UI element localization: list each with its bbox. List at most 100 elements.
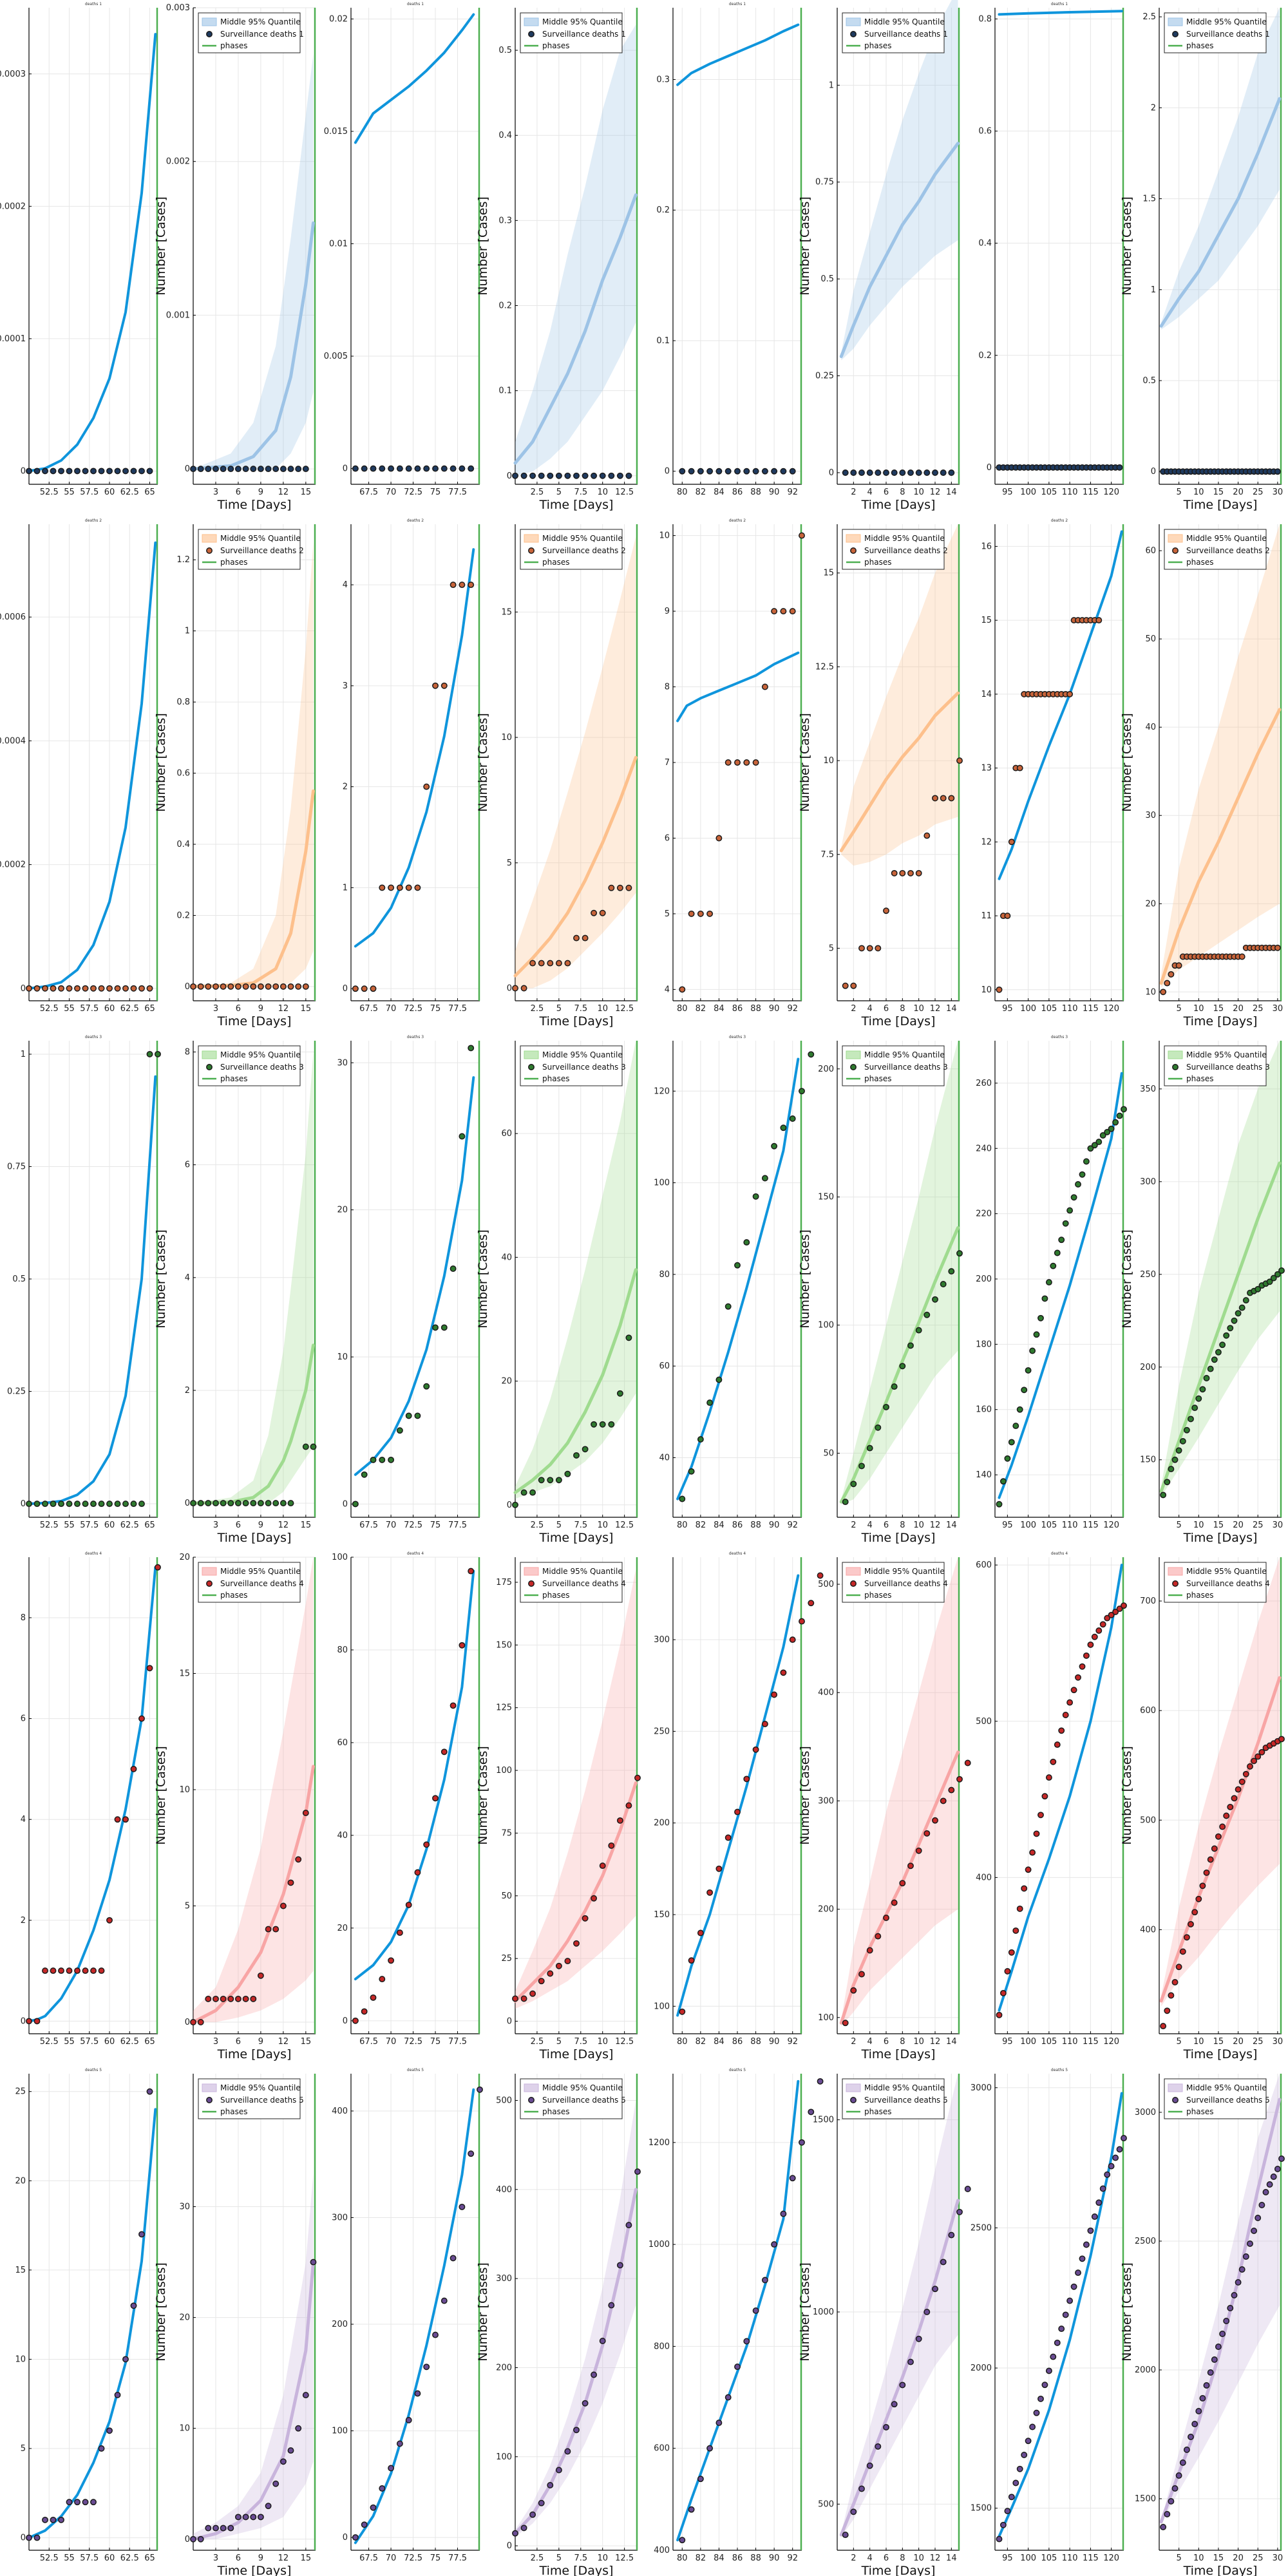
quantile-band xyxy=(515,536,636,989)
y-tick-label: 1 xyxy=(343,883,348,893)
x-tick-label: 2 xyxy=(851,1004,856,1014)
data-point xyxy=(50,468,57,475)
x-tick-label: 55 xyxy=(64,1004,75,1014)
data-point xyxy=(564,1958,571,1965)
panel-title: deaths 2 xyxy=(729,518,746,523)
panel-2-6: 5 7.5 10 12.5 15 2 4 6 8 10 12 14 Time [Days] Number … xyxy=(798,524,963,1028)
data-point xyxy=(1062,1220,1069,1227)
x-tick-label: 3 xyxy=(213,2037,218,2047)
x-tick-label: 92 xyxy=(787,2037,798,2047)
y-tick-label: 1000 xyxy=(649,2240,670,2249)
data-point xyxy=(789,608,796,615)
x-tick-label: 2.5 xyxy=(531,2037,544,2047)
x-tick-label: 6 xyxy=(884,1004,889,1014)
data-point xyxy=(789,1636,796,1643)
data-point xyxy=(190,983,196,990)
panel-2-2: 0 0.2 0.4 0.6 0.8 1 1.2 3 6 9 12 15 Time [Days] Numbe… xyxy=(154,524,316,1028)
quantile-band xyxy=(193,2173,314,2539)
x-tick-label: 12 xyxy=(930,2553,941,2563)
data-point xyxy=(1168,1466,1175,1473)
data-point xyxy=(432,2331,439,2338)
data-point xyxy=(875,1424,882,1431)
data-point xyxy=(1219,1823,1226,1830)
data-point xyxy=(564,2448,571,2455)
data-point xyxy=(1207,1856,1214,1863)
data-point xyxy=(948,1786,955,1794)
y-axis-label: Number [Cases] xyxy=(476,713,490,812)
data-point xyxy=(50,985,57,992)
data-point xyxy=(608,1842,615,1849)
data-point xyxy=(1171,1456,1179,1463)
data-point xyxy=(234,983,242,990)
data-point xyxy=(1274,1271,1281,1278)
legend: Middle 95% Quantile Surveillance deaths 4… xyxy=(520,1562,626,1603)
y-tick-label: 0.4 xyxy=(978,239,992,249)
x-tick-label: 75 xyxy=(430,1520,441,1530)
data-point xyxy=(752,1193,759,1200)
data-point xyxy=(138,1501,145,1508)
data-point xyxy=(1191,1909,1198,1916)
data-point xyxy=(234,2514,242,2521)
data-point xyxy=(1238,1304,1245,1311)
x-tick-label: 8 xyxy=(900,1520,905,1530)
data-point xyxy=(564,1470,571,1477)
data-point xyxy=(1075,2269,1081,2277)
data-point xyxy=(90,1501,97,1508)
x-tick-label: 80 xyxy=(677,1004,688,1014)
data-point xyxy=(352,1501,359,1508)
legend-label-band: Middle 95% Quantile xyxy=(1186,1567,1267,1576)
data-point xyxy=(1016,764,1023,772)
data-point xyxy=(227,2524,234,2532)
data-point xyxy=(883,469,889,476)
data-point xyxy=(634,1774,641,1781)
legend-marker-dots xyxy=(528,31,535,37)
x-axis-label: Time [Days] xyxy=(861,2564,936,2576)
data-point xyxy=(891,469,898,476)
data-point xyxy=(1227,1803,1234,1810)
x-tick-label: 9 xyxy=(258,488,263,497)
x-tick-label: 30 xyxy=(1273,2037,1283,2047)
data-point xyxy=(883,907,889,914)
data-point xyxy=(932,795,938,802)
data-point xyxy=(573,472,580,479)
x-tick-label: 15 xyxy=(301,2553,312,2563)
y-tick-label: 3000 xyxy=(971,2083,992,2093)
data-point xyxy=(1274,468,1281,475)
quantile-band xyxy=(841,1557,958,2027)
data-point xyxy=(98,1501,105,1508)
y-tick-label: 0.6 xyxy=(978,127,992,137)
data-point xyxy=(440,682,448,689)
row-2: deaths 200.00020.00040.000652.55557.5606… xyxy=(0,518,1283,1028)
x-tick-label: 115 xyxy=(1083,1004,1099,1014)
x-tick-label: 15 xyxy=(1213,1004,1224,1014)
data-point xyxy=(423,465,430,472)
data-point xyxy=(138,2231,145,2238)
y-tick-label: 150 xyxy=(818,1193,834,1202)
data-point xyxy=(352,2017,359,2024)
data-point xyxy=(1091,2213,1098,2220)
model-curve xyxy=(354,2088,475,2544)
panel-4-3: deaths 4 0 20 40 60 80 100 67.5 70 72.5 75 77.5 xyxy=(332,1551,480,2047)
model-curve xyxy=(1159,1676,1282,2003)
data-point xyxy=(697,468,704,475)
data-point xyxy=(512,1501,518,1508)
legend-label-surveillance: Surveillance deaths 5 xyxy=(864,2096,948,2105)
data-point xyxy=(42,1501,48,1508)
data-point xyxy=(752,468,759,475)
x-tick-label: 100 xyxy=(1020,2037,1036,2047)
data-point xyxy=(1211,1356,1218,1363)
data-point xyxy=(875,945,882,952)
x-tick-label: 10 xyxy=(1193,1520,1204,1530)
data-point xyxy=(74,1967,80,1975)
y-tick-label: 2.5 xyxy=(1142,12,1156,22)
x-tick-label: 20 xyxy=(1233,488,1244,497)
x-tick-label: 75 xyxy=(430,1004,441,1014)
data-point xyxy=(242,1995,249,2002)
data-point xyxy=(1188,1416,1194,1423)
x-tick-label: 62.5 xyxy=(120,1520,139,1530)
x-tick-label: 90 xyxy=(769,488,780,497)
y-tick-label: 4 xyxy=(21,1815,26,1824)
x-tick-label: 55 xyxy=(64,1520,75,1530)
y-tick-label: 8 xyxy=(185,1048,190,1057)
data-point xyxy=(272,466,279,473)
